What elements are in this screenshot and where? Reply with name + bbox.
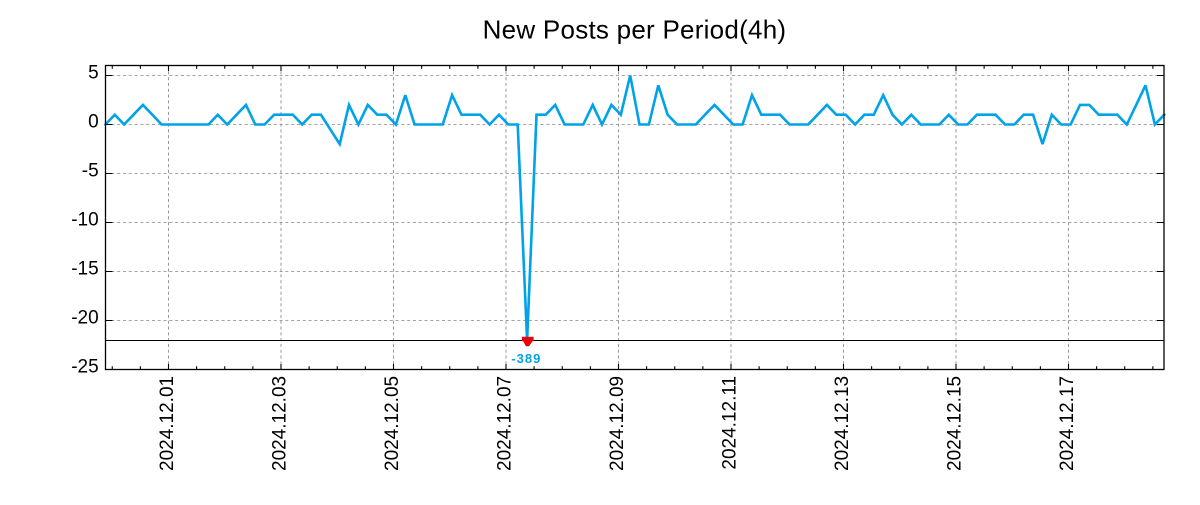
svg-text:2024.12.13: 2024.12.13 (832, 376, 853, 471)
svg-text:2024.12.03: 2024.12.03 (270, 376, 291, 471)
svg-text:2024.12.09: 2024.12.09 (607, 376, 628, 471)
svg-text:2024.12.01: 2024.12.01 (157, 376, 178, 471)
svg-text:2024.12.15: 2024.12.15 (945, 376, 966, 471)
svg-text:2024.12.11: 2024.12.11 (720, 376, 741, 470)
svg-text:5: 5 (88, 63, 99, 84)
svg-text:2024.12.17: 2024.12.17 (1057, 376, 1078, 471)
svg-text:2024.12.05: 2024.12.05 (382, 376, 403, 471)
svg-text:0: 0 (88, 112, 99, 133)
svg-text:-20: -20 (71, 308, 98, 329)
svg-text:-15: -15 (71, 259, 98, 280)
svg-text:-389: -389 (511, 351, 541, 366)
svg-text:-10: -10 (71, 210, 98, 231)
svg-text:New Posts per Period(4h): New Posts per Period(4h) (483, 15, 787, 45)
svg-text:2024.12.07: 2024.12.07 (495, 376, 516, 471)
svg-text:-5: -5 (82, 161, 99, 182)
svg-text:-25: -25 (71, 357, 98, 378)
